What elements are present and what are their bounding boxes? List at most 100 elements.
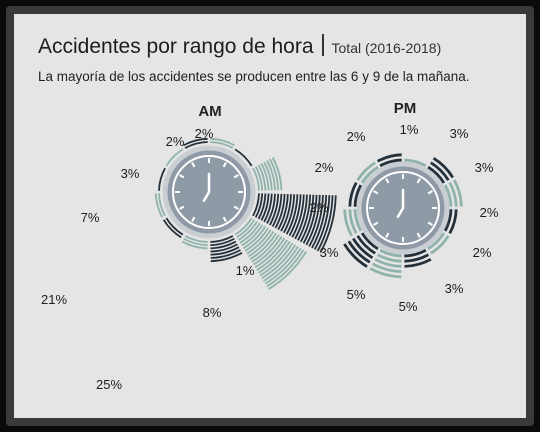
pct-label: 1%: [400, 122, 419, 137]
hour-bar-am-6: [181, 235, 208, 250]
pct-label: 2%: [473, 245, 492, 260]
clock-tick: [191, 216, 196, 222]
bar-ring: [266, 193, 276, 224]
bar-ring: [263, 161, 273, 191]
clock-tick: [222, 216, 227, 222]
pct-label: 2%: [347, 129, 366, 144]
bar-ring: [314, 195, 331, 250]
bar-ring: [288, 194, 302, 237]
clock-hour-hand: [202, 190, 211, 202]
bar-ring: [353, 184, 363, 207]
bar-ring: [243, 226, 267, 250]
bar-ring: [183, 137, 208, 147]
bar-ring: [374, 258, 402, 268]
bar-ring: [294, 194, 308, 240]
hour-bar-pm-1: [427, 157, 454, 184]
bar-ring: [210, 141, 234, 149]
bar-ring: [379, 248, 402, 258]
bar-ring: [376, 253, 402, 263]
pct-label: 3%: [121, 166, 140, 181]
bar-ring: [316, 195, 334, 252]
clock-tick: [191, 162, 196, 168]
pct-label: 2%: [166, 134, 185, 149]
bar-ring: [268, 251, 307, 290]
bar-ring: [237, 220, 258, 241]
bar-ring: [343, 209, 353, 237]
bar-ring: [448, 209, 458, 235]
hour-bar-pm-9: [348, 181, 363, 207]
hour-bar-am-9: [158, 167, 166, 191]
clock-tick: [385, 178, 390, 184]
bar-ring: [360, 232, 379, 251]
bar-ring: [257, 164, 267, 191]
bar-ring: [260, 193, 270, 221]
bar-ring: [348, 209, 358, 235]
bar-ring: [360, 165, 379, 184]
hour-bar-pm-4: [427, 232, 450, 255]
bar-ring: [259, 242, 294, 277]
bar-ring: [353, 209, 363, 232]
panel-label-pm: PM: [394, 100, 417, 117]
bar-ring: [252, 167, 260, 191]
hour-bar-am-10: [165, 148, 184, 167]
bar-ring: [379, 158, 402, 168]
hour-bar-am-1: [234, 148, 253, 167]
bar-ring: [246, 229, 272, 255]
bar-ring: [404, 158, 427, 168]
pct-label: 2%: [315, 160, 334, 175]
clock-tick: [416, 178, 421, 184]
pct-label: 3%: [450, 126, 469, 141]
bar-ring: [302, 194, 318, 244]
bar-ring: [283, 194, 296, 234]
bar-ring: [210, 235, 234, 243]
bar-ring: [430, 161, 450, 181]
bar-ring: [253, 236, 283, 266]
bar-ring: [269, 193, 280, 226]
bar-ring: [305, 194, 321, 246]
hour-bar-pm-6: [369, 248, 402, 279]
pct-label: 1%: [236, 263, 255, 278]
hour-bar-am-4: [234, 217, 307, 290]
bar-ring: [249, 232, 277, 260]
chart-subtitle: Total (2016-2018): [331, 40, 442, 56]
title-separator: [321, 34, 324, 56]
bar-ring: [266, 160, 276, 191]
bar-ring: [319, 195, 337, 253]
bar-ring: [343, 243, 368, 268]
bar-ring: [210, 237, 235, 247]
panel-label-am: AM: [198, 103, 221, 120]
chart-title: Accidentes por rango de hora: [38, 35, 314, 58]
bar-ring: [291, 194, 305, 238]
bar-ring: [308, 194, 324, 247]
clock-tick: [427, 190, 433, 195]
bar-ring: [254, 166, 264, 191]
bar-ring: [376, 153, 402, 163]
bar-ring: [234, 148, 253, 167]
hour-bar-pm-2: [443, 179, 463, 207]
bar-ring: [271, 193, 283, 227]
bar-ring: [311, 195, 328, 249]
clock-hour-hand: [396, 206, 405, 218]
bar-ring: [277, 194, 289, 231]
pct-label: 25%: [96, 377, 122, 392]
bar-ring: [158, 167, 166, 191]
hour-bar-pm-11: [376, 153, 402, 168]
bar-ring: [184, 141, 208, 149]
hour-bar-am-7: [162, 217, 184, 239]
clock-tick: [179, 205, 185, 210]
bar-ring: [234, 217, 253, 236]
pct-label: 21%: [41, 292, 67, 307]
bar-ring: [210, 243, 238, 253]
bar-ring: [248, 231, 275, 258]
bar-ring: [274, 193, 286, 229]
bar-ring: [251, 234, 280, 263]
hour-bar-pm-5: [404, 248, 432, 268]
hour-bar-pm-3: [443, 209, 458, 235]
bar-ring: [430, 235, 450, 255]
chart-svg: AM 2% 1% 8% 25% 21% 7% 3% 2% PM 1% 3% 3% 2% 2% 3% 5% 5% 3%…: [41, 100, 499, 392]
bar-ring: [266, 249, 305, 288]
bar-ring: [256, 239, 288, 271]
radial-chart-am: AM 2% 1% 8% 25% 21% 7% 3% 2%: [41, 103, 337, 392]
bar-ring: [404, 248, 427, 258]
radial-chart-pm: PM 1% 3% 3% 2% 2% 3% 5% 5% 3% 2% 2% 2%: [310, 100, 499, 314]
